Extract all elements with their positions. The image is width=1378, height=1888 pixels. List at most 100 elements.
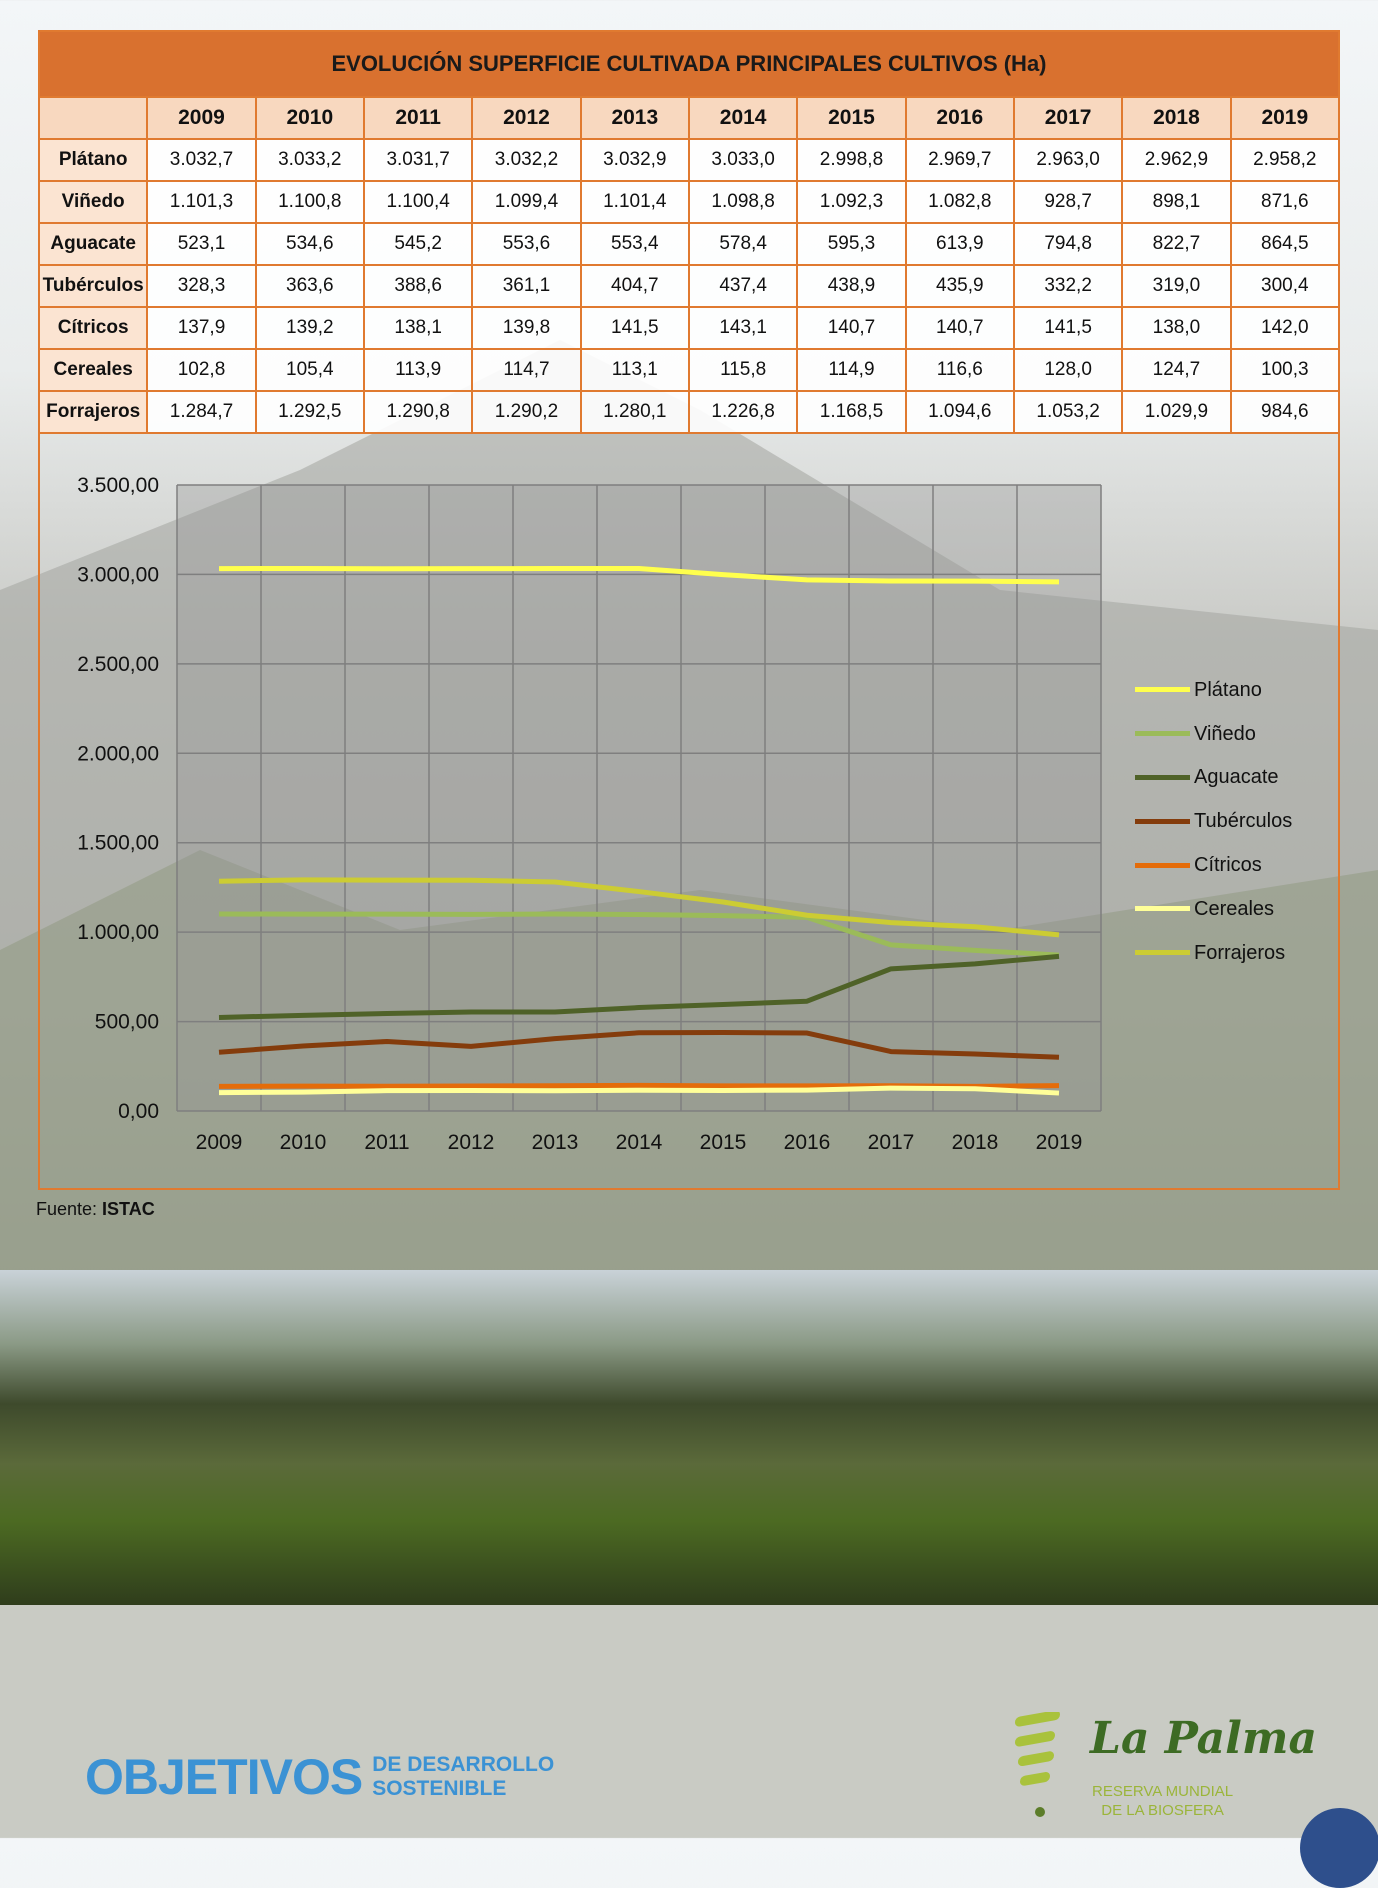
legend-label: Aguacate [1194, 766, 1279, 789]
row-label: Aguacate [37, 222, 149, 266]
table-cell: 102,8 [146, 348, 257, 392]
table-cell: 115,8 [687, 348, 799, 392]
row-label: Plátano [37, 138, 149, 182]
table-cell: 143,1 [687, 306, 799, 350]
table-cell: 534,6 [254, 222, 365, 266]
legend-swatch [1135, 731, 1190, 737]
legend-label: Cítricos [1194, 854, 1262, 877]
table-cell: 1.053,2 [1012, 390, 1124, 434]
table-cell: 363,6 [254, 264, 365, 308]
table-cell: 822,7 [1121, 222, 1232, 266]
table-cell: 1.029,9 [1121, 390, 1232, 434]
legend-entry: Tubérculos [1135, 799, 1292, 843]
table-cell: 545,2 [362, 222, 474, 266]
table-cell: 105,4 [254, 348, 365, 392]
table-cell: 553,4 [579, 222, 690, 266]
table-cell: 139,2 [254, 306, 365, 350]
table-cell: 898,1 [1121, 180, 1232, 224]
year-header: 2018 [1121, 96, 1232, 140]
table-cell: 3.032,2 [471, 138, 582, 182]
chart-legend: Plátano Viñedo Aguacate Tubérculos Cítricos C… [1135, 668, 1292, 975]
sdg-logo: OBJETIVOS DE DESARROLLO SOSTENIBLE [85, 1748, 554, 1806]
table-cell: 1.101,4 [579, 180, 690, 224]
series-line-viñedo [218, 911, 1060, 958]
year-header: 2013 [579, 96, 690, 140]
table-cell: 1.101,3 [146, 180, 257, 224]
series-line-forrajeros [218, 877, 1060, 938]
table-cell: 1.292,5 [254, 390, 365, 434]
table-row: Cereales 102,8 105,4 113,9 114,7 113,1 115,8 11… [37, 348, 1341, 392]
legend-swatch [1135, 950, 1190, 956]
la-palma-logo: La Palma RESERVA MUNDIAL DE LA BIOSFERA [1000, 1710, 1317, 1832]
table-cell: 1.094,6 [904, 390, 1015, 434]
table-row: Forrajeros 1.284,7 1.292,5 1.290,8 1.290,2 1.… [37, 390, 1341, 434]
page-number-badge [1300, 1808, 1378, 1888]
table-cell: 128,0 [1012, 348, 1124, 392]
la-palma-subtitle-line1: RESERVA MUNDIAL [1092, 1783, 1234, 1800]
table-cell: 438,9 [796, 264, 907, 308]
x-tick-label: 2010 [280, 1131, 327, 1154]
la-palma-subtitle-line2: DE LA BIOSFERA [1101, 1802, 1224, 1819]
table-cell: 137,9 [146, 306, 257, 350]
table-cell: 2.963,0 [1012, 138, 1124, 182]
table-cell: 1.082,8 [904, 180, 1015, 224]
table-row: Viñedo 1.101,3 1.100,8 1.100,4 1.099,4 1.101,… [37, 180, 1341, 224]
legend-entry: Aguacate [1135, 756, 1292, 800]
table-cell: 1.099,4 [471, 180, 582, 224]
x-tick-label: 2013 [532, 1131, 579, 1154]
table-cell: 864,5 [1229, 222, 1341, 266]
table-cell: 2.958,2 [1229, 138, 1341, 182]
legend-entry: Forrajeros [1135, 931, 1292, 975]
year-header: 2011 [362, 96, 474, 140]
x-tick-label: 2017 [868, 1131, 915, 1154]
year-header: 2015 [796, 96, 907, 140]
legend-entry: Viñedo [1135, 712, 1292, 756]
x-tick-label: 2014 [616, 1131, 663, 1154]
legend-swatch [1135, 774, 1190, 780]
year-header: 2010 [254, 96, 365, 140]
table-cell: 871,6 [1229, 180, 1341, 224]
series-line-aguacate [218, 953, 1060, 1020]
legend-entry: Plátano [1135, 668, 1292, 712]
table-row: Plátano 3.032,7 3.033,2 3.031,7 3.032,2 3.032… [37, 138, 1341, 182]
y-tick-label: 1.500,00 [77, 832, 159, 855]
table-cell: 332,2 [1012, 264, 1124, 308]
table-cell: 523,1 [146, 222, 257, 266]
sdg-logo-line1: DE DESARROLLO [372, 1753, 555, 1776]
table-cell: 1.280,1 [579, 390, 690, 434]
y-tick-label: 0,00 [118, 1100, 159, 1123]
table-cell: 138,0 [1121, 306, 1232, 350]
y-tick-label: 3.500,00 [77, 474, 159, 497]
year-header: 2014 [687, 96, 799, 140]
x-tick-label: 2015 [700, 1131, 747, 1154]
table-cell: 1.098,8 [687, 180, 799, 224]
table-cell: 984,6 [1229, 390, 1341, 434]
table-cell: 1.290,2 [471, 390, 582, 434]
source-note: Fuente: ISTAC [36, 1198, 155, 1220]
table-cell: 114,9 [796, 348, 907, 392]
x-tick-label: 2009 [196, 1131, 243, 1154]
source-name: ISTAC [102, 1199, 155, 1219]
series-line-tubérculos [218, 1029, 1060, 1060]
table-cell: 141,5 [1012, 306, 1124, 350]
year-header: 2016 [904, 96, 1015, 140]
table-cell: 3.032,7 [146, 138, 257, 182]
table-cell: 578,4 [687, 222, 799, 266]
table-cell: 100,3 [1229, 348, 1341, 392]
table-title: EVOLUCIÓN SUPERFICIE CULTIVADA PRINCIPAL… [38, 30, 1340, 98]
table-row: Aguacate 523,1 534,6 545,2 553,6 553,4 578,4 59… [37, 222, 1341, 266]
x-tick-label: 2011 [364, 1131, 409, 1154]
table-cell: 1.290,8 [362, 390, 474, 434]
table-cell: 116,6 [904, 348, 1015, 392]
table-cell: 1.100,8 [254, 180, 365, 224]
legend-swatch [1135, 862, 1190, 868]
sdg-logo-main: OBJETIVOS [85, 1749, 363, 1805]
table-cell: 300,4 [1229, 264, 1341, 308]
data-table: EVOLUCIÓN SUPERFICIE CULTIVADA PRINCIPAL… [37, 30, 1341, 434]
table-cell: 1.100,4 [362, 180, 474, 224]
row-label: Forrajeros [37, 390, 149, 434]
row-label: Tubérculos [37, 264, 149, 308]
series-line-cereales [218, 1085, 1060, 1096]
table-cell: 142,0 [1229, 306, 1341, 350]
table-row: Cítricos 137,9 139,2 138,1 139,8 141,5 143,1 14… [37, 306, 1341, 350]
